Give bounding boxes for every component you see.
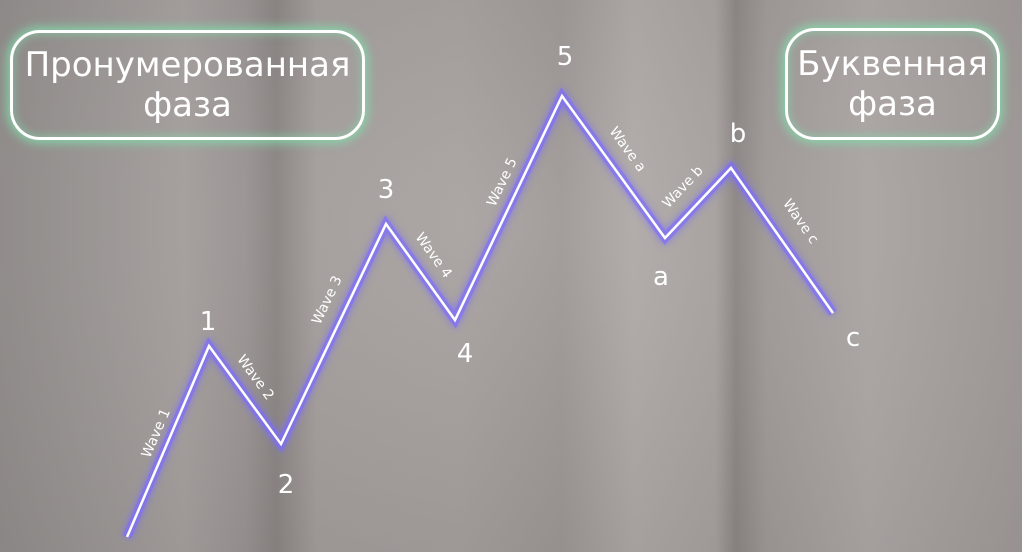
wave-path-glow (122, 87, 837, 539)
letter-phase-line-2: фаза (848, 84, 937, 124)
letter-phase-line-1: Буквенная (797, 44, 988, 84)
numbered-phase-line-1: Пронумерованная (24, 45, 351, 85)
point-label-3: 3 (378, 175, 395, 205)
letter-phase-box: Буквенная фаза (785, 28, 1000, 140)
point-label-c: c (846, 323, 860, 353)
wave-path (125, 93, 835, 538)
point-label-b: b (730, 119, 747, 149)
point-label-5: 5 (557, 42, 574, 72)
point-label-1: 1 (200, 307, 217, 337)
numbered-phase-line-2: фаза (143, 85, 232, 125)
numbered-phase-box: Пронумерованная фаза (10, 30, 365, 140)
point-label-4: 4 (457, 339, 474, 369)
point-label-2: 2 (278, 470, 295, 500)
point-label-a: a (653, 262, 669, 292)
